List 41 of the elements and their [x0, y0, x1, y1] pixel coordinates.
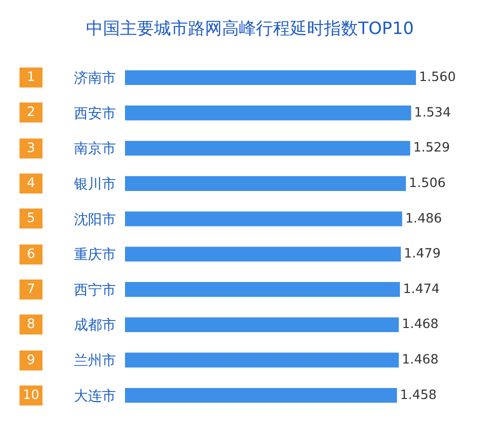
y-tick-label: 沈阳市: [74, 212, 116, 228]
y-tick-label: 兰州市: [74, 352, 116, 369]
data-label: 1.468: [402, 352, 439, 368]
y-tick-label: 银川市: [73, 176, 116, 192]
text: 6: [26, 247, 36, 262]
bar: [125, 317, 399, 332]
data-label: 1.486: [405, 211, 442, 226]
bar: [125, 211, 402, 226]
bar: [125, 140, 410, 156]
text: 8: [26, 317, 36, 332]
bar: [125, 388, 397, 403]
data-label: 1.479: [404, 246, 441, 262]
data-label: 1.560: [419, 70, 456, 86]
y-tick-label: 南京市: [74, 141, 116, 158]
data-label: 1.534: [414, 105, 451, 120]
y-tick-label: 西宁市: [74, 282, 116, 298]
bar: [125, 106, 412, 120]
data-label: 1.474: [402, 282, 440, 297]
text: 7: [26, 282, 36, 297]
data-label: 1.506: [408, 176, 446, 192]
y-tick-label: 成都市: [74, 318, 116, 334]
y-tick-label: 大连市: [74, 388, 116, 404]
bar: [125, 352, 399, 368]
text: 5: [26, 211, 36, 226]
data-label: 1.458: [400, 388, 437, 403]
bar: [125, 246, 401, 262]
text: 9: [26, 353, 36, 368]
data-label: 1.529: [413, 140, 450, 156]
text: 1: [26, 70, 36, 85]
text: 3: [26, 141, 36, 156]
bar: [125, 282, 400, 297]
text: 10: [22, 388, 40, 403]
bar: [125, 176, 406, 191]
y-tick-label: 重庆市: [74, 247, 116, 264]
chart-title: 中国主要城市路网高峰行程延时指数TOP10: [86, 18, 414, 39]
y-tick-label: 济南市: [74, 70, 116, 87]
text: 2: [26, 105, 36, 120]
data-label: 1.468: [402, 317, 439, 332]
y-tick-label: 西安市: [74, 106, 116, 122]
bar: [125, 70, 416, 86]
text: 4: [26, 176, 36, 191]
